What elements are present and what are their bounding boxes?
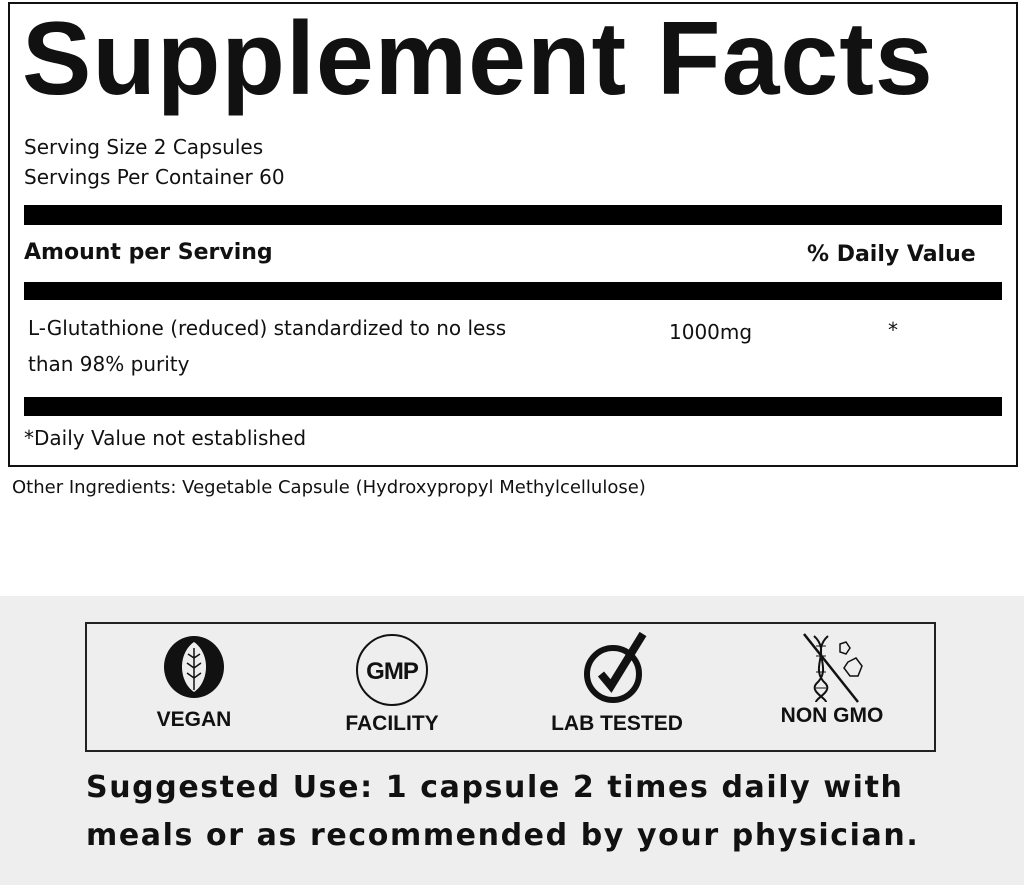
daily-value-header: % Daily Value [807, 242, 976, 267]
badges-section [0, 596, 1024, 885]
check-icon [584, 631, 647, 703]
amount-per-serving-header: Amount per Serving [24, 240, 273, 265]
ingredient-amount: 1000mg [669, 320, 753, 344]
badge-label: FACILITY [345, 712, 439, 735]
suggested-use-line2: meals or as recommended by your physicia… [86, 818, 920, 853]
other-ingredients: Other Ingredients: Vegetable Capsule (Hy… [12, 477, 646, 498]
panel-title: Supplement Facts [22, 1, 934, 117]
divider-bar [24, 205, 1002, 225]
leaf-icon [164, 636, 224, 698]
divider-bar [24, 282, 1002, 300]
badge-vegan: VEGAN [104, 634, 284, 732]
badge-label: VEGAN [156, 708, 232, 731]
servings-per-container: Servings Per Container 60 [24, 165, 285, 189]
suggested-use-line1: Suggested Use: 1 capsule 2 times daily w… [86, 770, 904, 805]
ingredient-name-cont: than 98% purity [28, 352, 190, 376]
dna-crossed-icon [803, 633, 863, 703]
ingredient-dv: * [888, 318, 898, 342]
serving-size: Serving Size 2 Capsules [24, 135, 264, 159]
badge-label: NON GMO [780, 704, 884, 727]
badges-box: VEGAN GMP FACILITY LAB TESTED NON GMO [85, 622, 936, 752]
badge-label: LAB TESTED [551, 712, 683, 735]
svg-text:GMP: GMP [366, 658, 419, 685]
footnote: *Daily Value not established [24, 426, 307, 450]
supplement-facts-panel [8, 2, 1018, 467]
badge-lab-tested: LAB TESTED [527, 630, 707, 736]
badge-non-gmo: NON GMO [742, 632, 922, 728]
badge-gmp: GMP FACILITY [302, 632, 482, 736]
gmp-icon: GMP [356, 634, 428, 706]
ingredient-name: L-Glutathione (reduced) standardized to … [28, 316, 507, 340]
divider-bar [24, 397, 1002, 416]
